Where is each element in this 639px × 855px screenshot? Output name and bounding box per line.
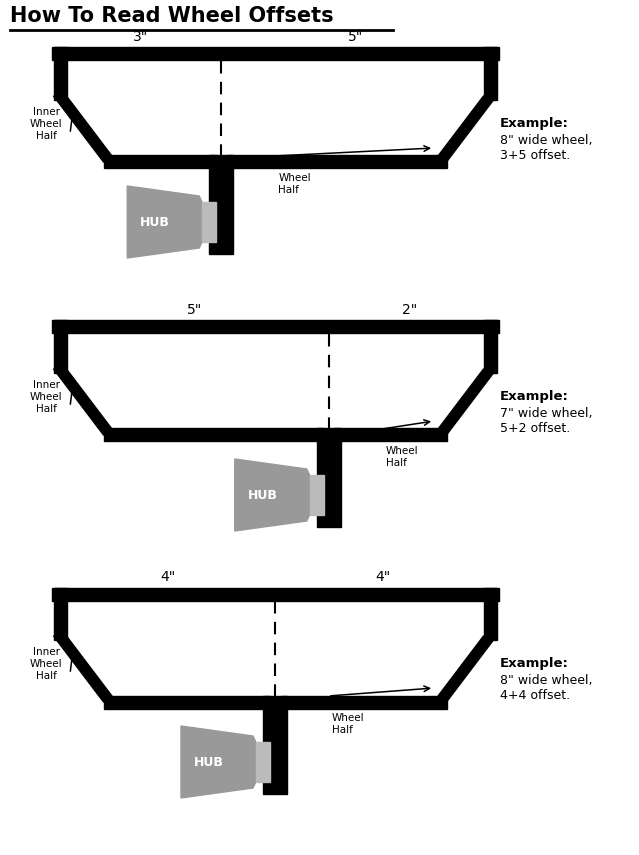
Polygon shape [317, 428, 341, 527]
Text: 5": 5" [348, 30, 363, 44]
Text: Example:: Example: [500, 117, 569, 130]
Polygon shape [256, 742, 270, 782]
Polygon shape [334, 428, 447, 441]
Text: 5": 5" [187, 303, 202, 317]
Polygon shape [263, 695, 287, 794]
Text: Outer
Wheel
Half: Outer Wheel Half [278, 161, 311, 196]
Text: 2": 2" [402, 303, 417, 317]
Text: HUB: HUB [248, 488, 278, 502]
Polygon shape [484, 48, 497, 100]
Text: Outer
Wheel
Half: Outer Wheel Half [332, 700, 365, 735]
Text: Inner
Wheel
Half: Inner Wheel Half [29, 380, 63, 415]
Polygon shape [484, 321, 497, 373]
Polygon shape [484, 587, 497, 640]
Polygon shape [54, 48, 66, 100]
Polygon shape [227, 156, 447, 168]
Polygon shape [281, 695, 447, 709]
Polygon shape [203, 202, 216, 242]
Polygon shape [433, 96, 497, 162]
Polygon shape [104, 156, 216, 168]
Polygon shape [104, 695, 270, 709]
Text: 3+5 offset.: 3+5 offset. [500, 149, 570, 162]
Text: 3": 3" [133, 30, 148, 44]
Polygon shape [54, 636, 116, 702]
Polygon shape [310, 475, 324, 515]
Polygon shape [209, 156, 233, 254]
Text: How To Read Wheel Offsets: How To Read Wheel Offsets [10, 6, 334, 26]
Text: 8" wide wheel,: 8" wide wheel, [500, 674, 592, 687]
Text: Example:: Example: [500, 657, 569, 670]
Text: HUB: HUB [194, 756, 224, 769]
Polygon shape [235, 459, 319, 531]
Text: Inner
Wheel
Half: Inner Wheel Half [29, 107, 63, 141]
Polygon shape [54, 96, 116, 162]
Text: 5+2 offset.: 5+2 offset. [500, 422, 570, 435]
Text: Example:: Example: [500, 390, 569, 403]
Polygon shape [127, 186, 212, 258]
Text: Inner
Wheel
Half: Inner Wheel Half [29, 646, 63, 681]
Polygon shape [433, 369, 497, 435]
Text: 4": 4" [160, 570, 175, 584]
Polygon shape [54, 369, 116, 435]
Polygon shape [54, 587, 66, 640]
Text: 8" wide wheel,: 8" wide wheel, [500, 134, 592, 147]
Text: Outer
Wheel
Half: Outer Wheel Half [386, 433, 419, 469]
Polygon shape [104, 428, 323, 441]
Text: 4+4 offset.: 4+4 offset. [500, 689, 570, 702]
Polygon shape [433, 636, 497, 702]
Polygon shape [52, 321, 498, 333]
Polygon shape [54, 321, 66, 373]
Polygon shape [52, 587, 498, 600]
Text: 4": 4" [375, 570, 390, 584]
Polygon shape [52, 48, 498, 61]
Text: HUB: HUB [141, 215, 170, 228]
Polygon shape [181, 726, 265, 798]
Text: 7" wide wheel,: 7" wide wheel, [500, 407, 592, 420]
